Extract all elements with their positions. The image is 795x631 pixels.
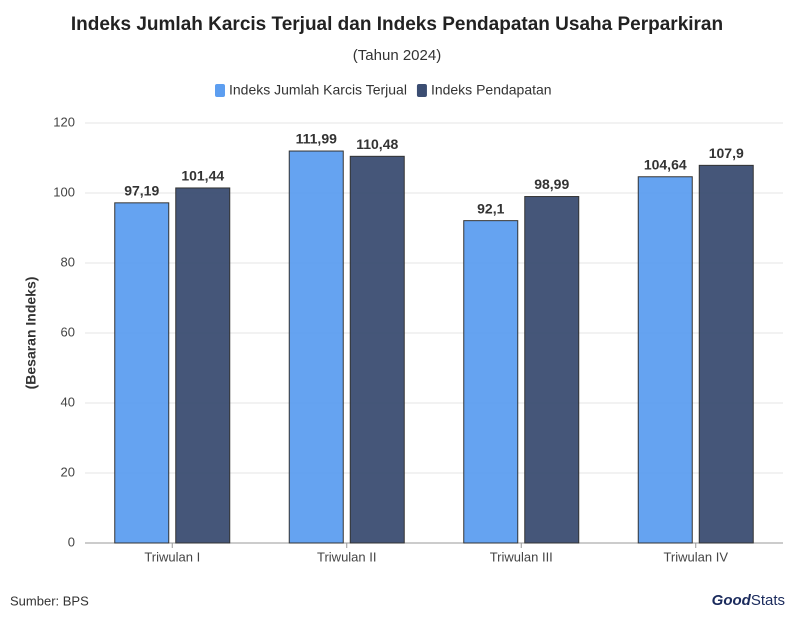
- x-tick-label: Triwulan II: [317, 549, 376, 564]
- x-tick-label: Triwulan III: [490, 549, 553, 564]
- legend-label: Indeks Jumlah Karcis Terjual: [229, 82, 407, 98]
- y-tick-label: 60: [61, 324, 75, 339]
- y-tick-label: 80: [61, 254, 75, 269]
- bar: [288, 150, 344, 544]
- bar: [175, 187, 231, 544]
- logo-bold: Good: [712, 592, 752, 609]
- y-tick-label: 120: [53, 114, 75, 129]
- data-label: 101,44: [181, 168, 224, 184]
- bar: [698, 164, 754, 544]
- y-tick-label: 20: [61, 464, 75, 479]
- legend-swatch: [416, 84, 427, 97]
- logo: GoodStats: [712, 592, 785, 609]
- x-tick-label: Triwulan IV: [663, 549, 728, 564]
- logo-light: Stats: [751, 592, 785, 609]
- data-label: 104,64: [644, 156, 687, 172]
- bar: [524, 196, 580, 544]
- data-label: 97,19: [124, 183, 159, 199]
- data-label: 111,99: [296, 131, 337, 147]
- bar: [463, 220, 519, 544]
- bar: [349, 155, 405, 544]
- legend-swatch: [215, 84, 225, 97]
- data-label: 98,99: [534, 176, 569, 192]
- y-tick-label: 40: [61, 394, 75, 409]
- y-axis-label: (Besaran Indeks): [23, 277, 39, 390]
- legend-label: Indeks Pendapatan: [431, 82, 552, 98]
- y-tick-label: 100: [53, 184, 75, 199]
- chart-title: Indeks Jumlah Karcis Terjual dan Indeks …: [71, 14, 723, 35]
- chart-subtitle: (Tahun 2024): [353, 47, 441, 64]
- x-tick-label: Triwulan I: [144, 549, 200, 564]
- y-tick-label: 0: [68, 534, 75, 549]
- source: Sumber: BPS: [10, 593, 89, 608]
- bar: [637, 176, 693, 544]
- data-label: 92,1: [477, 200, 504, 216]
- data-label: 110,48: [356, 136, 398, 152]
- bar: [114, 202, 170, 544]
- data-label: 107,9: [709, 145, 744, 161]
